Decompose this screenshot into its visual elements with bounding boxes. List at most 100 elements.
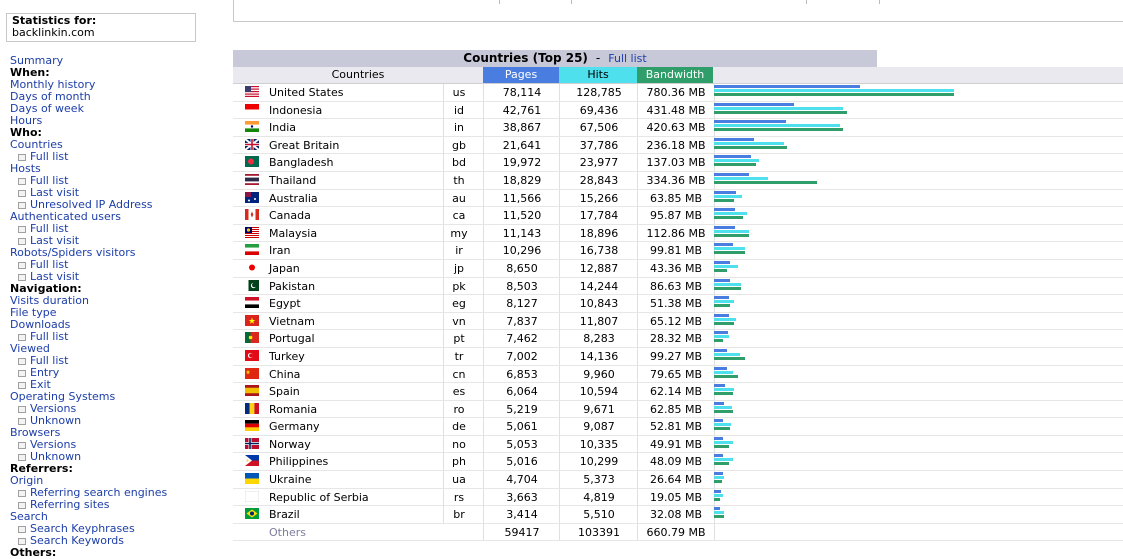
hits-bar (714, 388, 734, 392)
nav-subitem[interactable]: Versions (10, 403, 167, 415)
pages-bar (714, 120, 787, 124)
pages-bar (714, 155, 752, 159)
pages-value: 5,016 (483, 453, 560, 471)
no-flag-icon (245, 437, 259, 449)
pages-bar (714, 172, 750, 176)
pages-value: 42,761 (483, 101, 560, 119)
table-row: Indonesia id 42,761 69,436 431.48 MB (233, 101, 1123, 120)
nav-link[interactable]: Days of month (10, 90, 91, 103)
full-list-link[interactable]: Full list (608, 52, 647, 65)
bar-group (714, 85, 1114, 99)
country-name: Spain (269, 385, 300, 399)
country-code: vn (443, 312, 474, 330)
nav-link[interactable]: Operating Systems (10, 390, 116, 403)
ph-flag-icon (245, 455, 259, 467)
bandwidth-value: 19.05 MB (637, 488, 715, 506)
table-row: Republic of Serbia rs 3,663 4,819 19.05 MB (233, 488, 1123, 507)
in-flag-icon (245, 121, 259, 133)
nav-subitem[interactable]: Last visit (10, 271, 167, 283)
nav-link[interactable]: Summary (10, 54, 64, 67)
country-code: ir (443, 242, 474, 260)
bar-group (714, 102, 1114, 117)
table-row: Canada ca 11,520 17,784 95.87 MB (233, 207, 1123, 225)
hits-bar (714, 124, 840, 128)
pages-value: 38,867 (483, 119, 560, 137)
bar-group (714, 137, 1114, 152)
bar-group (714, 172, 1114, 187)
hits-value: 9,671 (559, 400, 638, 418)
bar-group (714, 472, 1114, 486)
nav-subitem[interactable]: Unknown (10, 415, 167, 427)
nav-subitem[interactable]: Full list (10, 151, 167, 163)
nav-subitem-label: Last visit (30, 234, 80, 247)
nav-link[interactable]: Authenticated users (10, 210, 121, 223)
nav-link[interactable]: Hours (10, 114, 43, 127)
nav-subitem-label: Search Keyphrases (30, 522, 135, 535)
nav-subitem[interactable]: Versions (10, 439, 167, 451)
pages-bar (714, 331, 728, 335)
others-hits: 103391 (559, 523, 638, 541)
nav-subitem[interactable]: Full list (10, 259, 167, 271)
pages-bar (714, 137, 755, 141)
nav-subitem-label: Last visit (30, 186, 80, 199)
bandwidth-bar (714, 427, 731, 431)
nav-link[interactable]: Visits duration (10, 294, 89, 307)
nav-link[interactable]: Countries (10, 138, 63, 151)
nav-subitem[interactable]: Search Keywords (10, 535, 167, 547)
nav-link[interactable]: Viewed (10, 342, 50, 355)
nav-section-header: Navigation: (10, 282, 82, 295)
hits-value: 9,960 (559, 365, 638, 383)
nav-link[interactable]: File type (10, 306, 57, 319)
pages-value: 7,462 (483, 330, 560, 348)
subitem-icon (18, 177, 26, 185)
nav-subitem[interactable]: Referring sites (10, 499, 167, 511)
nav-subitem[interactable]: Last visit (10, 187, 167, 199)
nav-link[interactable]: Search (10, 510, 48, 523)
nav-subitem[interactable]: Unresolved IP Address (10, 199, 167, 211)
nav-subitem-label: Unknown (30, 450, 82, 463)
pages-bar (714, 419, 724, 423)
bandwidth-bar (714, 163, 757, 167)
table-row: Turkey tr 7,002 14,136 99.27 MB (233, 347, 1123, 366)
country-name: United States (269, 86, 344, 99)
col-bandwidth: Bandwidth (637, 67, 713, 83)
nav-subitem[interactable]: Full list (10, 175, 167, 187)
nav-subitem[interactable]: Entry (10, 367, 167, 379)
nav-subitem[interactable]: Full list (10, 223, 167, 235)
nav-subitem-label: Full list (30, 174, 69, 187)
nav-link[interactable]: Monthly history (10, 78, 96, 91)
country-code: ro (443, 400, 474, 418)
nav-subitem[interactable]: Referring search engines (10, 487, 167, 499)
pages-value: 6,064 (483, 383, 560, 401)
ro-flag-icon (245, 402, 259, 414)
statistics-title: Statistics for: (12, 14, 97, 27)
table-row: Norway no 5,053 10,335 49.91 MB (233, 435, 1123, 454)
nav-subitem[interactable]: Search Keyphrases (10, 523, 167, 535)
country-name: Brazil (269, 508, 300, 522)
statistics-box: Statistics for: backlinkin.com (6, 13, 196, 42)
nav-link[interactable]: Browsers (10, 426, 61, 439)
hits-value: 9,087 (559, 418, 638, 436)
country-code: us (443, 84, 474, 101)
nav-link[interactable]: Days of week (10, 102, 84, 115)
nav-link[interactable]: Hosts (10, 162, 41, 175)
nav-subitem-label: Full list (30, 222, 69, 235)
bandwidth-value: 431.48 MB (637, 101, 715, 119)
nav-link[interactable]: Origin (10, 474, 44, 487)
nav-subitem[interactable]: Last visit (10, 235, 167, 247)
nav-subitem[interactable]: Unknown (10, 451, 167, 463)
country-code: bd (443, 154, 474, 172)
nav-subitem[interactable]: Full list (10, 355, 167, 367)
pages-bar (714, 102, 794, 106)
nav-subitem[interactable]: Exit (10, 379, 167, 391)
nav-link[interactable]: Robots/Spiders visitors (10, 246, 136, 259)
country-code: br (443, 506, 474, 524)
bandwidth-bar (714, 480, 723, 484)
bandwidth-value: 86.63 MB (637, 277, 715, 295)
nav-subitem-label: Unresolved IP Address (30, 198, 153, 211)
country-name: Australia (269, 191, 318, 205)
country-name: China (269, 367, 301, 381)
nav-link[interactable]: Downloads (10, 318, 71, 331)
country-name: Egypt (269, 297, 301, 311)
nav-subitem[interactable]: Full list (10, 331, 167, 343)
